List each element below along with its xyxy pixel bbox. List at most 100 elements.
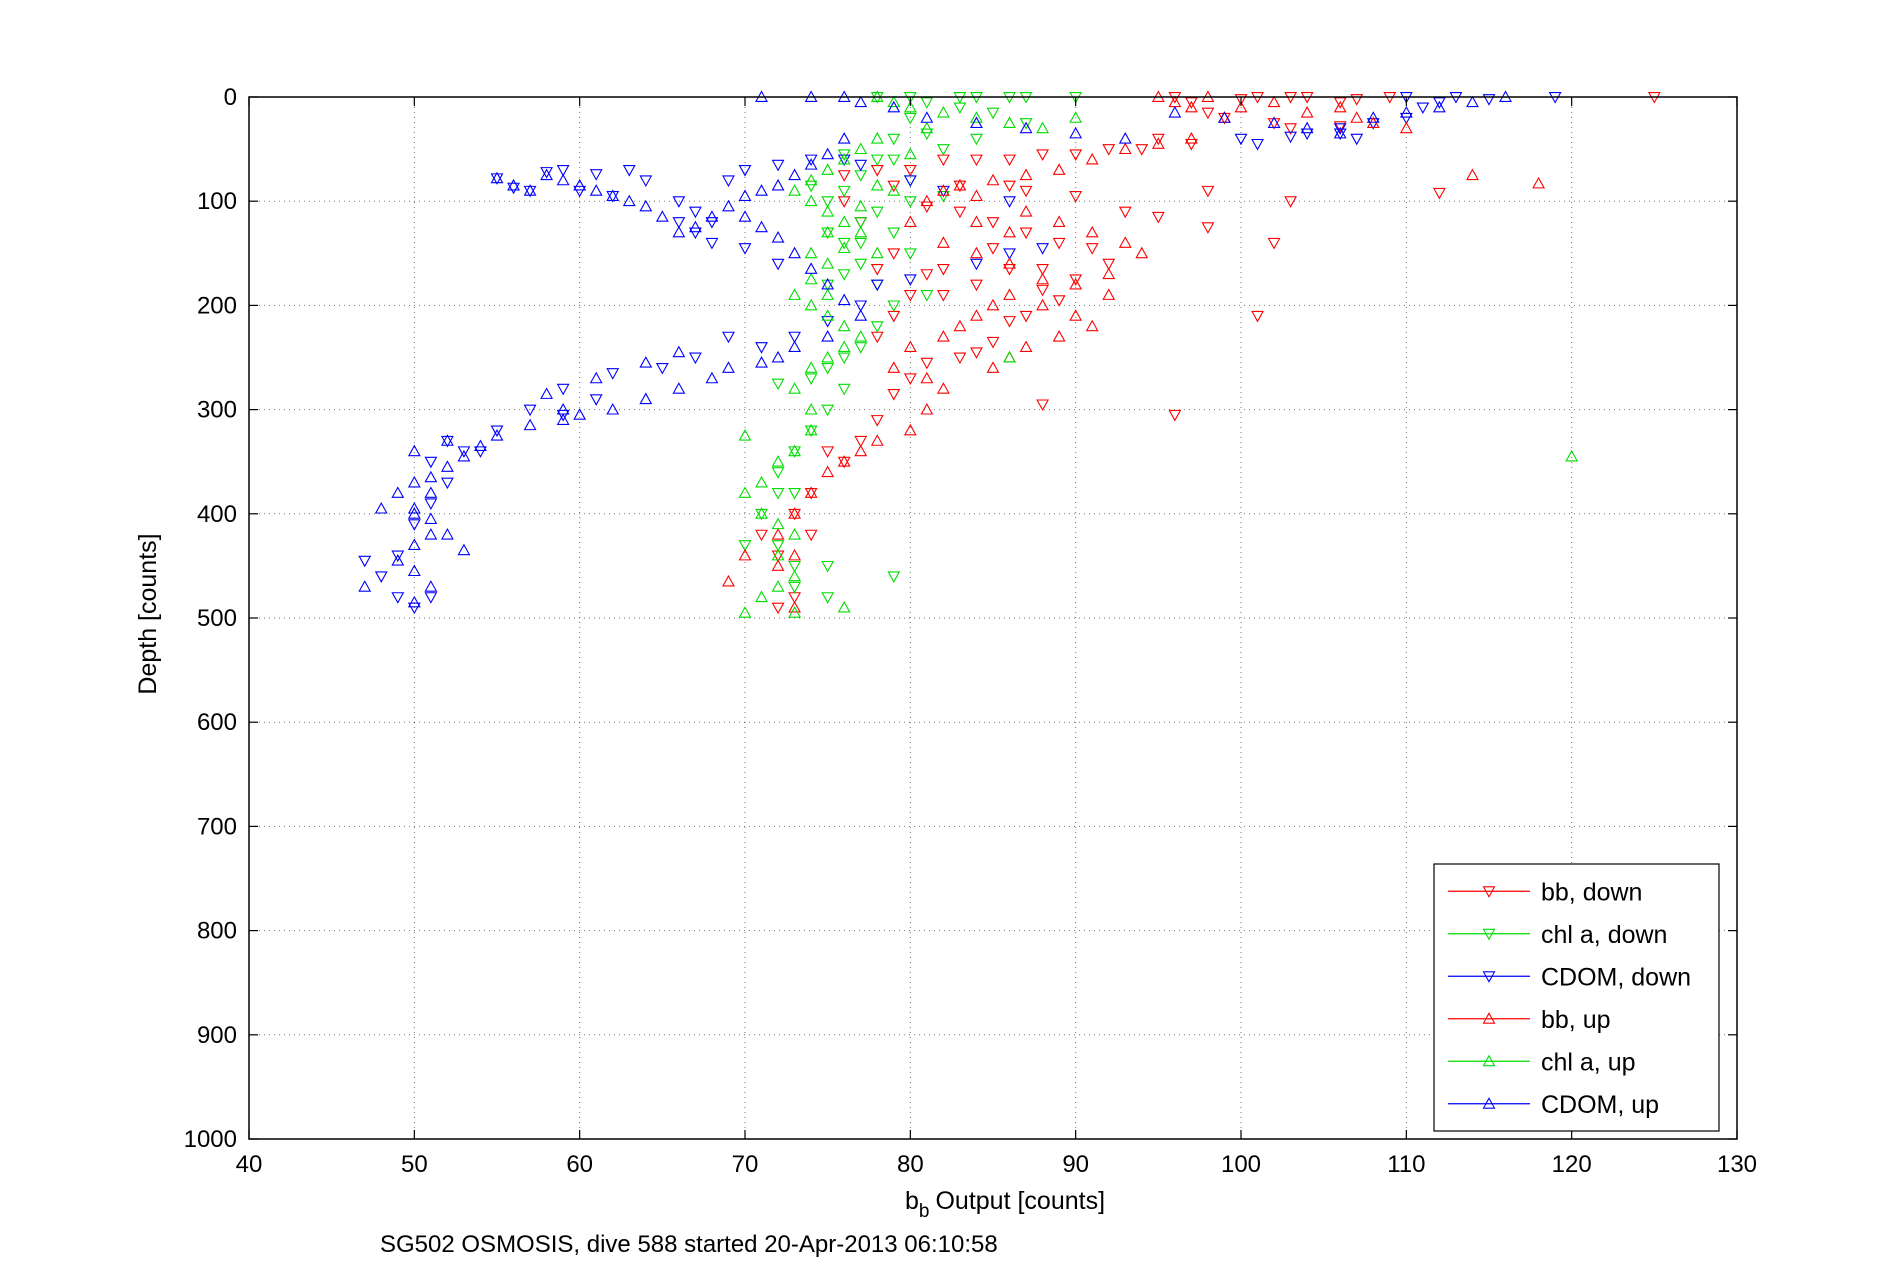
data-point (722, 361, 735, 373)
data-point (1036, 298, 1050, 311)
data-point (903, 274, 917, 286)
data-point (903, 248, 917, 260)
data-point (788, 382, 802, 394)
data-point (788, 331, 802, 344)
data-point (920, 201, 934, 214)
data-point (771, 548, 785, 561)
data-point (970, 154, 983, 167)
y-tick-label: 700 (197, 813, 237, 840)
y-tick-label: 0 (224, 84, 237, 111)
data-point (424, 456, 438, 469)
data-point (771, 455, 785, 467)
data-point (573, 185, 587, 198)
data-point (854, 444, 868, 457)
y-tick-label: 400 (197, 501, 237, 528)
x-axis-label-subscript: b (919, 1201, 930, 1222)
data-point (986, 243, 1000, 255)
data-point (556, 164, 570, 177)
data-point (1151, 137, 1165, 149)
data-point (688, 352, 702, 365)
data-point (1102, 258, 1116, 271)
data-point (903, 373, 917, 385)
data-point (407, 519, 421, 531)
data-point (1168, 409, 1182, 422)
data-point (374, 501, 388, 514)
data-point (1069, 126, 1083, 139)
data-point (407, 538, 421, 551)
data-point (1003, 248, 1016, 260)
data-point (1118, 142, 1132, 155)
data-point (1251, 138, 1264, 151)
data-point (655, 362, 669, 375)
data-point (490, 171, 504, 184)
data-point (854, 217, 868, 229)
data-point (986, 298, 1000, 311)
data-point (1333, 126, 1347, 139)
data-point (672, 382, 686, 394)
series-5 (358, 90, 1512, 608)
data-point (903, 112, 917, 125)
data-point (705, 237, 719, 250)
data-point (821, 204, 835, 217)
figure-caption: SG502 OSMOSIS, dive 588 started 20-Apr-2… (380, 1231, 998, 1258)
data-point (738, 210, 752, 222)
data-point (1284, 131, 1298, 144)
data-point (771, 378, 785, 391)
x-tick-label: 40 (236, 1151, 263, 1178)
data-point (1019, 118, 1033, 130)
data-point (1069, 191, 1083, 203)
data-point (573, 178, 587, 191)
data-point (1432, 100, 1446, 113)
data-point (837, 383, 851, 396)
data-point (523, 184, 537, 196)
data-point (804, 180, 818, 193)
data-point (788, 246, 802, 259)
data-point (804, 194, 818, 207)
data-point (1432, 97, 1446, 109)
data-point (738, 164, 752, 177)
data-point (821, 163, 835, 175)
data-point (1251, 310, 1264, 323)
data-point (1036, 243, 1050, 255)
data-point (887, 184, 901, 196)
data-point (804, 173, 818, 186)
data-point (854, 300, 868, 313)
data-point (1399, 121, 1413, 134)
data-point (936, 191, 950, 203)
data-point (936, 105, 950, 118)
data-point (1184, 132, 1198, 144)
data-point (903, 196, 917, 208)
data-point (936, 144, 950, 156)
data-point (920, 111, 934, 123)
y-tick-label: 1000 (184, 1126, 237, 1153)
data-point (507, 182, 520, 195)
data-point (1234, 100, 1248, 113)
data-point (887, 227, 901, 240)
legend: bb, down chl a, down CDOM, down bb, up chl a… (1433, 863, 1720, 1132)
axis-ticks (248, 96, 1738, 1140)
data-point (457, 446, 471, 458)
data-point (1184, 138, 1198, 151)
data-point (837, 340, 851, 353)
data-point (920, 269, 934, 281)
data-point (788, 288, 802, 300)
data-point (837, 170, 851, 182)
data-point (821, 465, 835, 478)
data-point (887, 248, 901, 260)
legend-items: bb, down chl a, down CDOM, down bb, up chl a… (1448, 878, 1691, 1119)
data-point (1300, 128, 1314, 141)
data-points (358, 90, 1661, 618)
data-point (490, 429, 504, 441)
data-point (1532, 176, 1546, 189)
data-point (821, 225, 835, 238)
x-tick-label: 80 (897, 1151, 924, 1178)
data-point (1300, 105, 1314, 118)
data-point (606, 402, 620, 415)
data-point (837, 215, 851, 227)
y-tick-label: 900 (197, 1022, 237, 1049)
data-point (887, 361, 901, 373)
data-point (722, 574, 735, 587)
data-point (854, 159, 868, 172)
data-point (821, 330, 835, 342)
data-point (556, 409, 570, 422)
